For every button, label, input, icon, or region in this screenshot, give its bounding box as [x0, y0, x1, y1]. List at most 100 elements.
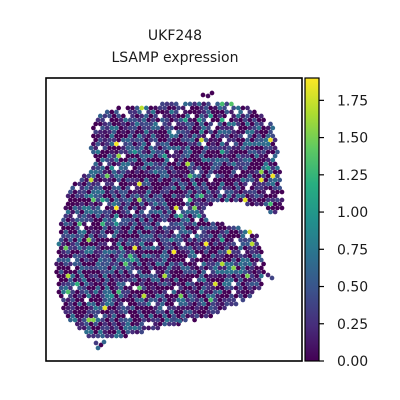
tissue-spot — [125, 265, 131, 271]
tissue-spot — [201, 221, 207, 227]
tissue-spot — [187, 213, 193, 219]
tissue-spot — [196, 301, 202, 307]
tissue-spot — [155, 125, 161, 131]
tissue-spot — [176, 265, 181, 271]
tissue-spot — [111, 281, 117, 287]
tissue-spot — [127, 269, 133, 275]
tissue-spot — [120, 329, 126, 335]
tissue-spot — [148, 265, 154, 271]
tissue-spot — [194, 113, 200, 119]
tissue-spot — [116, 105, 122, 111]
tissue-spot — [139, 153, 145, 159]
tissue-spot — [215, 221, 220, 227]
tissue-spot — [153, 313, 158, 319]
tissue-spot — [210, 157, 216, 163]
tissue-spot — [81, 173, 87, 179]
tissue-spot — [180, 161, 186, 167]
tissue-spot — [84, 177, 89, 183]
tissue-spot — [210, 117, 216, 123]
tissue-spot — [155, 165, 161, 171]
tissue-spot — [229, 261, 234, 267]
tissue-spot — [189, 297, 195, 303]
tissue-spot — [58, 261, 64, 267]
tissue-spot — [254, 233, 260, 239]
tissue-spot — [224, 261, 230, 267]
tissue-spot — [252, 149, 257, 155]
tissue-spot — [229, 125, 234, 131]
tissue-spot — [118, 165, 124, 171]
tissue-spot — [219, 197, 225, 203]
tissue-spot — [162, 321, 168, 327]
tissue-spot — [208, 129, 214, 135]
tissue-spot — [166, 233, 172, 239]
tissue-spot — [196, 173, 202, 179]
tissue-spot — [162, 113, 168, 119]
tissue-spot — [134, 273, 140, 279]
tissue-spot — [104, 125, 110, 131]
tissue-spot — [107, 329, 112, 335]
tissue-spot — [150, 245, 156, 251]
tissue-spot — [229, 133, 234, 139]
tissue-spot — [183, 293, 188, 299]
tissue-spot — [72, 277, 78, 283]
tissue-spot — [169, 309, 174, 315]
tissue-spot — [224, 125, 230, 131]
tissue-spot — [187, 117, 193, 123]
tissue-spot — [139, 329, 145, 335]
tissue-spot — [93, 137, 99, 143]
tissue-spot — [235, 281, 241, 287]
tissue-spot — [238, 261, 243, 267]
tissue-spot — [160, 253, 165, 259]
tissue-spot — [118, 237, 124, 243]
tissue-spot — [81, 277, 87, 283]
tissue-spot — [88, 265, 94, 271]
tissue-spot — [130, 257, 135, 263]
tissue-spot — [185, 289, 191, 295]
tissue-spot — [74, 217, 80, 223]
colorbar-tick-label: 0.00 — [337, 354, 368, 370]
tissue-spot — [125, 305, 131, 311]
tissue-spot — [86, 317, 92, 323]
tissue-spot — [134, 233, 140, 239]
tissue-spot — [226, 265, 232, 271]
tissue-spot — [210, 197, 216, 203]
tissue-spot — [199, 289, 204, 295]
tissue-spot — [134, 241, 140, 247]
tissue-spot — [95, 189, 101, 195]
tissue-spot — [192, 157, 197, 163]
tissue-spot — [137, 325, 142, 331]
tissue-spot — [70, 217, 76, 223]
tissue-spot — [206, 173, 211, 179]
tissue-spot — [134, 121, 140, 127]
tissue-spot — [88, 201, 94, 207]
tissue-spot — [146, 109, 151, 115]
tissue-spot — [74, 305, 80, 311]
tissue-spot — [171, 316, 177, 322]
tissue-spot — [206, 237, 211, 243]
tissue-spot — [107, 193, 112, 199]
tissue-spot — [233, 285, 239, 291]
tissue-spot — [178, 165, 184, 171]
tissue-spot — [81, 301, 87, 307]
tissue-spot — [70, 249, 76, 255]
tissue-spot — [111, 297, 117, 303]
tissue-spot — [196, 245, 202, 251]
tissue-spot — [229, 301, 234, 307]
tissue-spot — [258, 201, 264, 207]
tissue-spot — [254, 249, 260, 255]
tissue-spot — [100, 141, 105, 147]
tissue-spot — [114, 133, 119, 139]
tissue-spot — [104, 165, 110, 171]
tissue-spot — [224, 285, 230, 291]
tissue-spot — [187, 133, 193, 139]
tissue-spot — [233, 157, 239, 163]
tissue-spot — [143, 185, 149, 191]
tissue-spot — [206, 181, 211, 187]
tissue-spot — [100, 149, 105, 155]
tissue-spot — [224, 173, 230, 179]
tissue-spot — [134, 265, 140, 271]
tissue-spot — [137, 301, 142, 307]
tissue-spot — [123, 117, 128, 123]
tissue-spot — [196, 277, 202, 283]
tissue-spot — [63, 237, 69, 243]
